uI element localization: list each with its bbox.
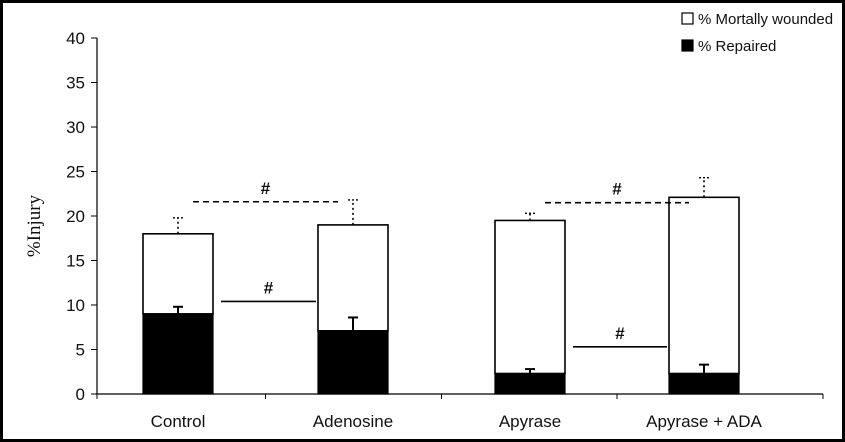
- y-tick-label: 25: [66, 163, 85, 182]
- bar-repaired: [142, 313, 214, 395]
- legend-label: % Mortally wounded: [698, 11, 833, 28]
- bars: [142, 177, 740, 395]
- y-tick-label: 40: [66, 29, 85, 48]
- bar-mortally-wounded: [142, 233, 214, 315]
- legend-swatch: [681, 39, 694, 52]
- bar-repaired: [668, 372, 740, 395]
- x-tick-label: Adenosine: [313, 412, 393, 431]
- significance-label: #: [612, 180, 622, 199]
- bar-repaired: [494, 372, 566, 395]
- legend: % Mortally wounded % Repaired: [681, 11, 833, 55]
- significance-label: #: [615, 324, 625, 343]
- y-tick-label: 35: [66, 74, 85, 93]
- y-tick-label: 0: [76, 385, 85, 404]
- bar-mortally-wounded: [494, 219, 566, 375]
- axes: 0 5 10 15 20 25 30 35 40 Control Adenosine Apyrase A…: [24, 29, 824, 431]
- x-tick-label: Control: [151, 412, 206, 431]
- legend-label: % Repaired: [698, 38, 776, 55]
- y-tick-label: 5: [76, 341, 85, 360]
- legend-swatch: [681, 12, 694, 25]
- y-tick-label: 30: [66, 118, 85, 137]
- significance-label: #: [264, 278, 274, 297]
- y-tick-label: 20: [66, 207, 85, 226]
- y-tick-label: 15: [66, 252, 85, 271]
- bar-repaired: [317, 330, 389, 395]
- x-tick-label: Apyrase + ADA: [646, 412, 762, 431]
- significance-label: #: [261, 179, 271, 198]
- bar-mortally-wounded: [317, 224, 389, 332]
- bar-mortally-wounded: [668, 196, 740, 375]
- x-tick-label: Apyrase: [499, 412, 561, 431]
- y-axis-label: %Injury: [24, 194, 45, 257]
- y-tick-label: 10: [66, 296, 85, 315]
- significance-annotations: # # # #: [193, 179, 689, 348]
